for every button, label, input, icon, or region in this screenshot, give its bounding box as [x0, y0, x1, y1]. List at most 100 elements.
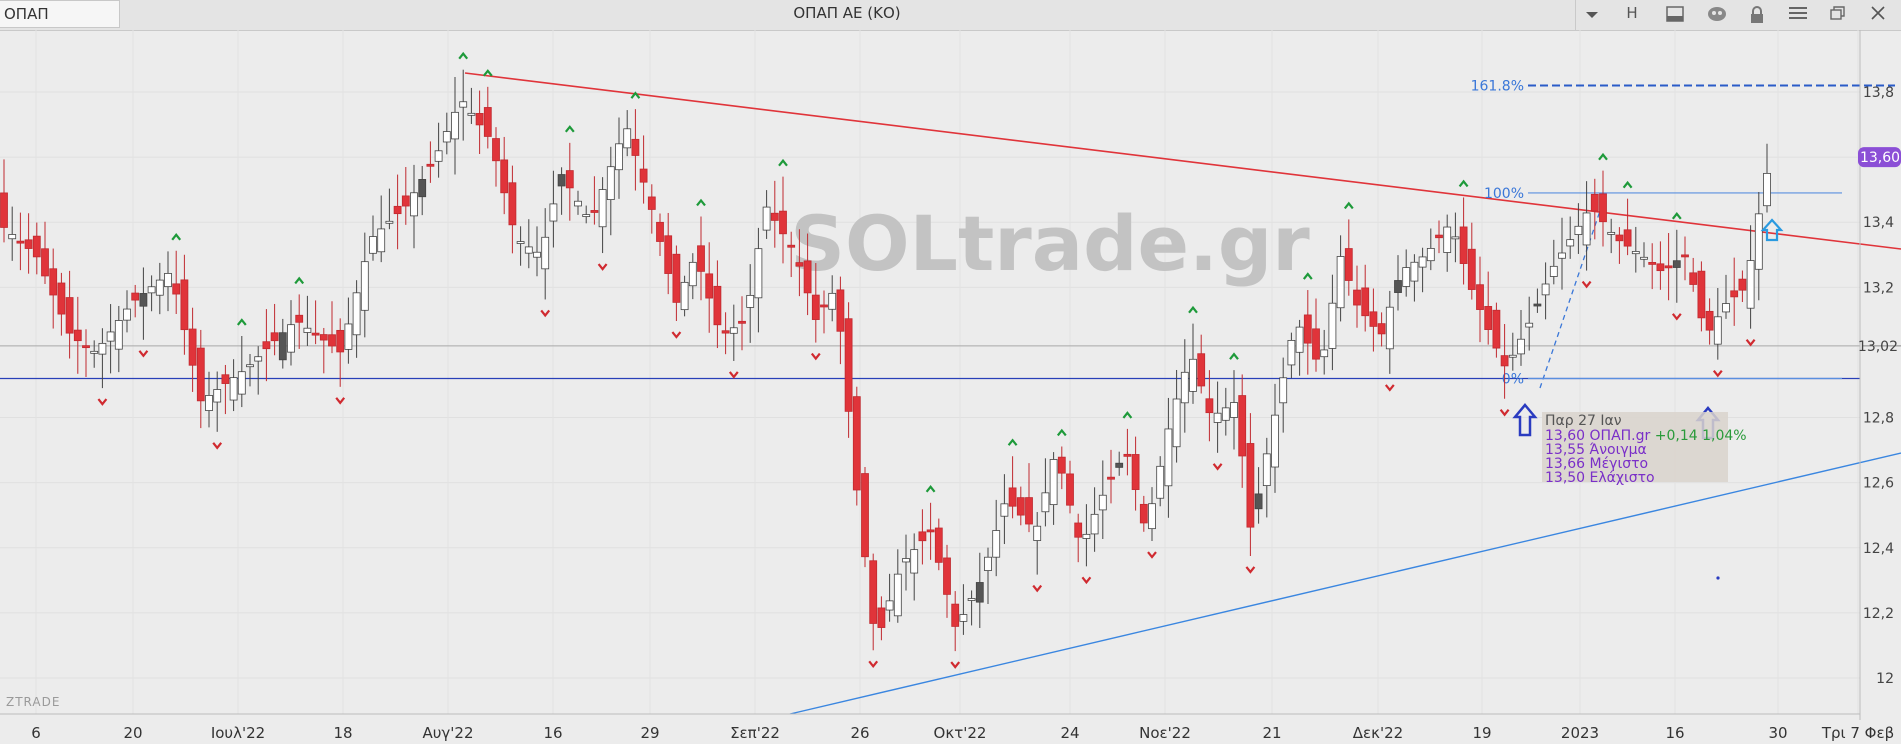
h-button[interactable]: H [1626, 4, 1638, 22]
candle-body [902, 558, 910, 563]
candle-body [352, 292, 361, 336]
support-trendline [789, 452, 1901, 715]
candle [254, 346, 263, 395]
candle-body [1016, 497, 1025, 516]
candle [336, 318, 345, 387]
candle [1041, 458, 1050, 527]
candle [180, 254, 189, 355]
candle [1558, 217, 1566, 290]
candle [1312, 298, 1320, 372]
candle-body [418, 179, 427, 198]
candle [1328, 274, 1337, 371]
quote-icon[interactable] [1697, 0, 1737, 30]
candle-body [729, 327, 738, 334]
candle [1123, 428, 1132, 476]
menu-icon[interactable] [1778, 0, 1818, 30]
candle-body [155, 279, 164, 296]
price-chart[interactable]: SOLtrade.gr 200%161.8%100%0% Παρ 27 Ιαν1… [0, 30, 1901, 744]
candle [319, 327, 328, 374]
candle [615, 117, 623, 199]
candle-body [688, 261, 697, 287]
candle [1016, 486, 1025, 526]
candle-body [721, 330, 730, 334]
candle [1615, 227, 1624, 264]
candle [328, 301, 336, 354]
fib-label: 161.8% [1471, 78, 1524, 94]
candle [8, 206, 17, 261]
candle [549, 170, 558, 248]
candle [582, 205, 591, 224]
panel-icon[interactable] [1655, 0, 1695, 30]
symbol-input[interactable]: ΟΠΑΠ [0, 0, 120, 28]
candle [1131, 436, 1140, 511]
candle [1213, 381, 1222, 453]
fib-label: 0% [1502, 371, 1524, 387]
candle-body [1607, 231, 1616, 235]
candle [16, 212, 25, 271]
restore-icon[interactable] [1818, 0, 1858, 30]
candle-body [1664, 265, 1673, 269]
candle [1000, 474, 1009, 545]
candle-body [1443, 226, 1452, 253]
candle [541, 208, 550, 300]
candle-body [951, 603, 960, 627]
candle [1549, 239, 1558, 285]
candle [828, 275, 837, 322]
candle [1197, 334, 1206, 394]
candle-body [1640, 256, 1648, 260]
candle-body [221, 374, 230, 384]
candle [139, 267, 148, 340]
down-fractal-marker [138, 350, 149, 358]
candle-body [311, 332, 320, 336]
candle [500, 136, 509, 215]
x-tick-label: 29 [640, 724, 659, 742]
candle-body [565, 170, 574, 189]
candle [590, 176, 599, 225]
candle [1492, 302, 1501, 358]
candle-body [1008, 487, 1017, 507]
candle [1377, 312, 1386, 347]
candle-body [1172, 398, 1181, 448]
fibonacci-levels: 200%161.8%100%0% [1471, 78, 1895, 387]
down-fractal-marker [868, 660, 879, 669]
candle-body [1656, 263, 1665, 272]
candle-body [1221, 407, 1230, 421]
up-fractal-marker [1056, 428, 1067, 437]
candle [984, 547, 992, 605]
candle [114, 305, 123, 373]
down-fractal-marker [671, 331, 682, 339]
candle [278, 318, 287, 369]
candle [992, 499, 1001, 577]
up-fractal-marker [630, 91, 641, 99]
candle-body [131, 292, 140, 301]
close-icon[interactable] [1858, 0, 1898, 30]
lock-icon[interactable] [1737, 0, 1777, 30]
candle-body [246, 364, 254, 368]
candle [1426, 228, 1435, 271]
candle-body [943, 557, 951, 595]
candle-body [1361, 287, 1370, 317]
up-fractal-marker [1458, 179, 1469, 188]
chevron-down-icon[interactable] [1575, 0, 1607, 30]
candle-body [852, 396, 861, 491]
candle [82, 329, 90, 378]
down-fractal-marker [1147, 551, 1157, 559]
candle [1689, 257, 1698, 292]
candle-body [1467, 248, 1476, 290]
candle-body [98, 342, 107, 355]
candle [106, 304, 115, 374]
candle-body [877, 607, 886, 628]
candle-body [811, 294, 820, 320]
candle-body [1508, 354, 1517, 358]
candle-body [1451, 236, 1460, 240]
candle-body [508, 182, 517, 226]
candle-body [205, 395, 213, 411]
candle-body [483, 107, 492, 137]
candle [1180, 339, 1189, 433]
candle [1459, 197, 1468, 285]
y-tick-label: 13,2 [1863, 280, 1894, 296]
down-fractal-marker [1245, 566, 1256, 574]
candle-body [524, 246, 533, 254]
candle [205, 371, 213, 428]
up-fractal-marker [236, 318, 247, 326]
